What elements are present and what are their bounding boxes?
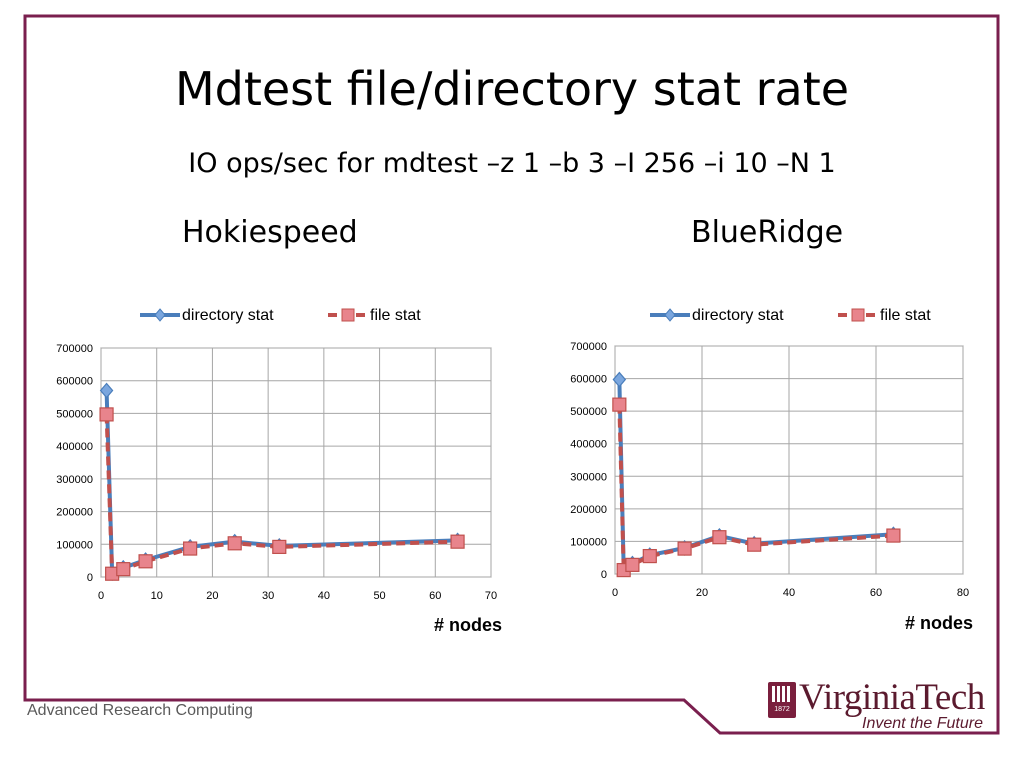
y-tick-label: 700000 [570, 341, 607, 353]
chart-heading-hokiespeed: Hokiespeed [182, 215, 358, 250]
data-point-file-stat [886, 528, 901, 543]
data-point-file-stat [612, 397, 627, 412]
y-tick-label: 400000 [56, 441, 93, 453]
data-point-file-stat [747, 537, 762, 552]
frame-border [23, 14, 1000, 735]
y-tick-label: 100000 [570, 536, 607, 548]
data-point-file-stat [183, 541, 198, 556]
data-point-file-stat [677, 541, 692, 556]
y-tick-label: 300000 [56, 474, 93, 486]
y-tick-label: 300000 [570, 471, 607, 483]
y-tick-label: 0 [87, 572, 93, 584]
logo-name: VirginiaTech [799, 677, 985, 718]
y-tick-label: 200000 [570, 504, 607, 516]
x-tick-label: 50 [373, 590, 385, 602]
y-tick-label: 600000 [56, 376, 93, 388]
x-tick-label: 30 [262, 590, 274, 602]
logo-tagline: Invent the Future [862, 715, 983, 732]
x-tick-label: 0 [98, 590, 104, 602]
page-title: Mdtest file/directory stat rate [174, 62, 850, 116]
data-point-directory-stat [99, 382, 114, 399]
legend-label: file stat [370, 307, 421, 324]
y-tick-label: 500000 [570, 406, 607, 418]
virginia-tech-logo: 1872 VirginiaTech Invent the Future [765, 677, 997, 734]
x-tick-label: 20 [696, 587, 708, 599]
data-point-file-stat [227, 536, 242, 551]
legend-marker-directory-stat [664, 308, 676, 322]
data-point-file-stat [116, 562, 131, 577]
data-point-file-stat [138, 554, 153, 569]
data-point-directory-stat [612, 371, 627, 388]
data-point-file-stat [712, 530, 727, 545]
x-tick-label: 60 [870, 587, 882, 599]
chart-legend: directory stat file stat [650, 307, 931, 324]
data-point-file-stat [625, 557, 640, 572]
x-axis-label: # nodes [905, 613, 973, 633]
y-tick-label: 100000 [56, 539, 93, 551]
y-tick-label: 500000 [56, 408, 93, 420]
y-tick-label: 400000 [570, 439, 607, 451]
legend-label: file stat [880, 307, 931, 324]
x-axis-label: # nodes [434, 615, 502, 635]
x-tick-label: 60 [429, 590, 441, 602]
x-tick-label: 70 [485, 590, 497, 602]
y-tick-label: 700000 [56, 343, 93, 355]
data-point-file-stat [99, 407, 114, 422]
y-tick-label: 600000 [570, 374, 607, 386]
x-tick-label: 40 [783, 587, 795, 599]
legend-label: directory stat [182, 307, 274, 324]
x-tick-label: 10 [151, 590, 163, 602]
data-point-file-stat [272, 539, 287, 555]
chart-hokiespeed: 0100000200000300000400000500000600000700… [56, 307, 502, 635]
y-tick-label: 200000 [56, 507, 93, 519]
legend-label: directory stat [692, 307, 784, 324]
legend-marker-directory-stat [154, 308, 166, 322]
legend-marker-file-stat [851, 308, 865, 322]
chart-blueridge: 0 100000 200000 300000 400000 500000 600000 700… [570, 307, 973, 633]
x-tick-label: 20 [206, 590, 218, 602]
page-subtitle: IO ops/sec for mdtest –z 1 –b 3 –I 256 –… [188, 148, 836, 179]
data-point-file-stat [642, 548, 657, 564]
x-tick-label: 40 [318, 590, 330, 602]
x-tick-label: 80 [957, 587, 969, 599]
vt-seal-icon: 1872 [768, 682, 796, 718]
x-tick-label: 0 [612, 587, 618, 599]
y-tick-label: 0 [601, 569, 607, 581]
data-point-file-stat [450, 534, 465, 549]
footer-text: Advanced Research Computing [27, 702, 253, 719]
seal-year: 1872 [774, 706, 790, 713]
chart-legend: directory stat file stat [140, 307, 421, 324]
legend-marker-file-stat [341, 308, 355, 322]
chart-heading-blueridge: BlueRidge [691, 215, 844, 250]
